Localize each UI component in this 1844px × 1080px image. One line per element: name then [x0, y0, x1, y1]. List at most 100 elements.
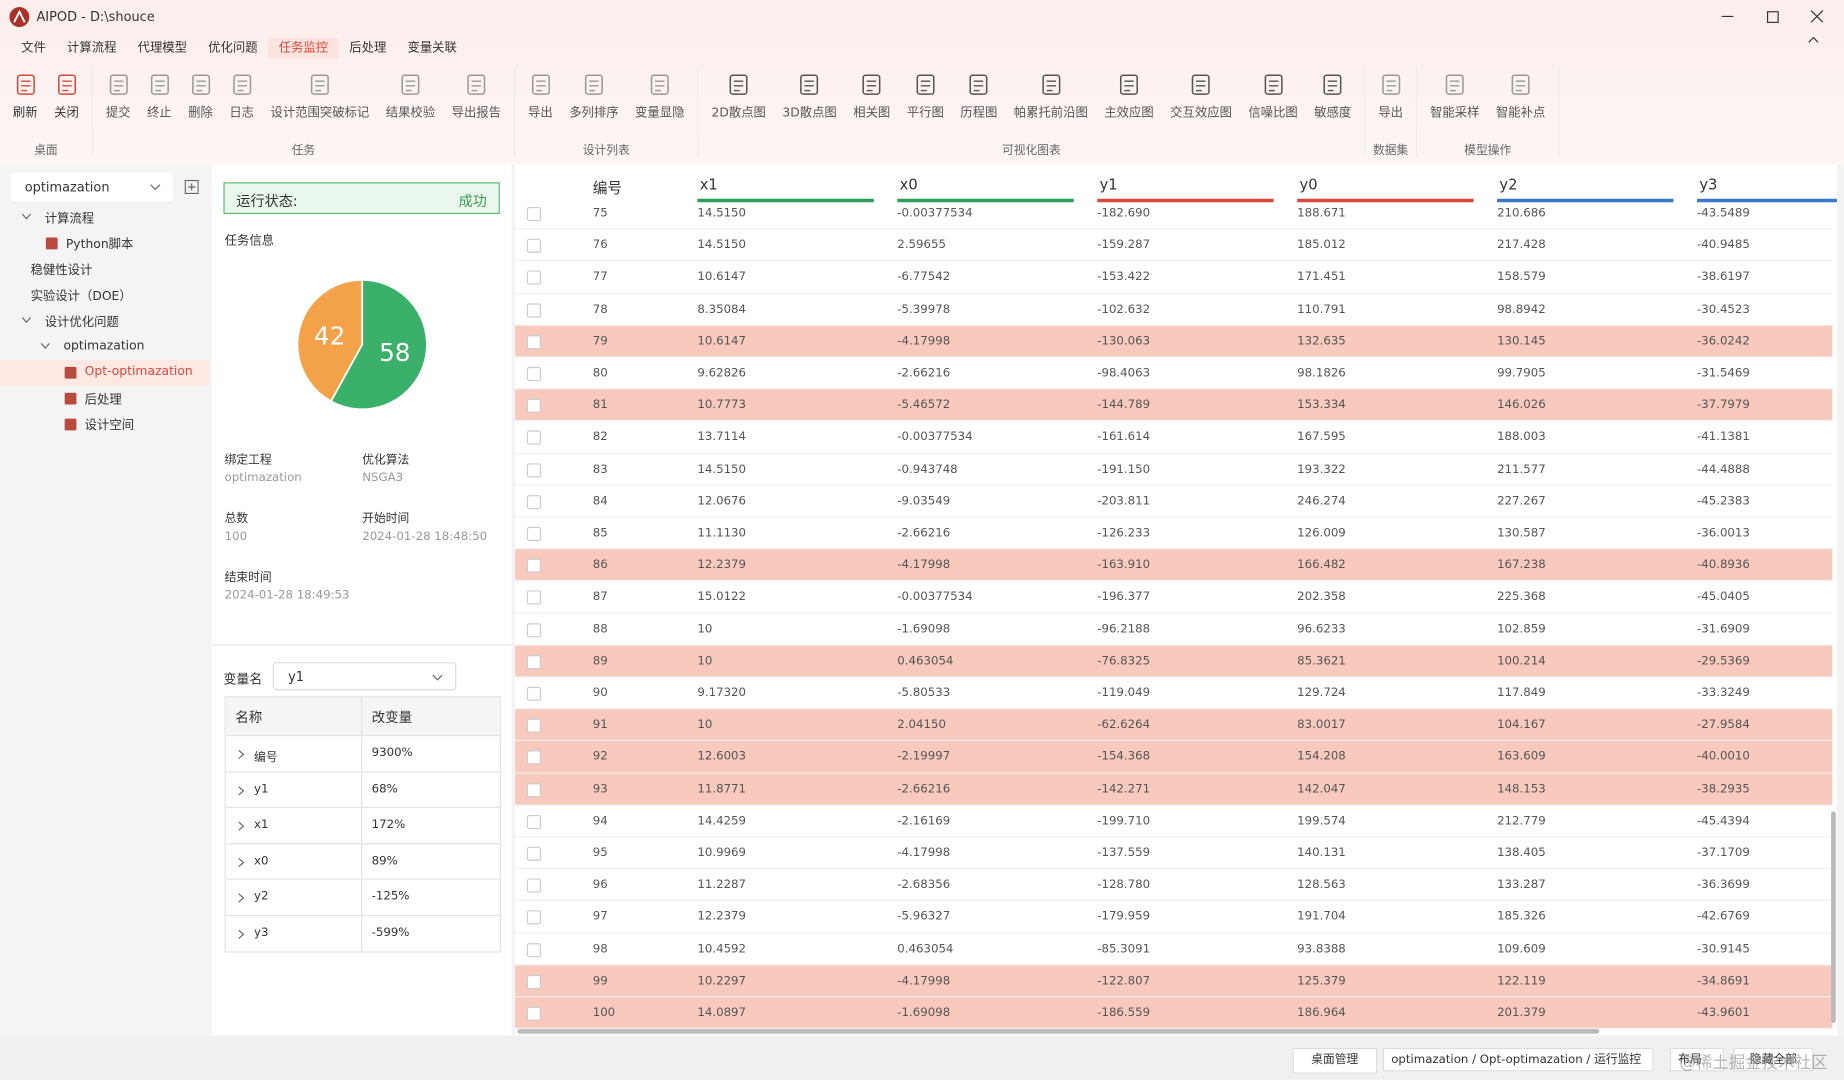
row-checkbox[interactable] [526, 654, 541, 669]
path-select[interactable]: optimazation / Opt-optimazation / 运行监控 [1382, 1047, 1654, 1072]
column-header[interactable]: x1 [699, 175, 718, 193]
table-row[interactable]: 77 10.6147 -6.77542 -153.422 171.451 158.579 -… [515, 262, 1833, 294]
variable-select[interactable]: y1 [272, 662, 457, 691]
column-header[interactable]: y3 [1699, 175, 1718, 193]
h-scrollbar[interactable] [517, 1029, 1600, 1034]
menu-item[interactable]: 优化问题 [208, 41, 258, 56]
tree-item[interactable]: optimazation [0, 334, 209, 360]
add-button[interactable] [184, 179, 199, 195]
table-row[interactable]: 93 11.8771 -2.66216 -142.271 142.047 148.153 -… [515, 773, 1833, 806]
tree-item[interactable]: Opt-optimazation [0, 359, 210, 386]
toolbar-button[interactable]: 帕累托前沿图 [1006, 73, 1097, 137]
table-row[interactable]: 87 15.0122 -0.00377534 -196.377 202.358 225.3… [515, 581, 1833, 614]
column-header[interactable]: x0 [899, 175, 918, 193]
menu-item[interactable]: 代理模型 [137, 41, 187, 56]
table-row[interactable]: 85 11.1130 -2.66216 -126.233 126.009 130.587 -… [515, 517, 1833, 550]
table-row[interactable]: 78 8.35084 -5.39978 -102.632 110.791 98.8942 -… [515, 294, 1833, 326]
window-controls[interactable] [1717, 7, 1835, 47]
row-checkbox[interactable] [526, 334, 541, 350]
table-row[interactable]: y2 -125% [225, 878, 500, 915]
row-checkbox[interactable] [526, 494, 541, 509]
table-row[interactable]: 81 10.7773 -5.46572 -144.789 153.334 146.026 -… [515, 389, 1833, 422]
toolbar-button[interactable]: 设计范围突破标记 [262, 73, 377, 137]
row-checkbox[interactable] [526, 750, 541, 765]
toolbar-button[interactable]: 导出 [520, 73, 561, 137]
row-checkbox[interactable] [526, 430, 541, 445]
menu-item[interactable]: 文件 [21, 41, 46, 56]
toolbar-button[interactable]: 变量显隐 [627, 73, 693, 137]
column-header[interactable]: y0 [1299, 175, 1318, 193]
table-row[interactable]: 96 11.2287 -2.68356 -128.780 128.563 133.287 -… [515, 869, 1833, 902]
table-row[interactable]: 91 10 2.04150 -62.6264 83.0017 104.167 -27.958… [515, 709, 1833, 742]
hide-button[interactable]: 隐藏全部 [1733, 1047, 1814, 1072]
tree-item[interactable]: 计算流程 [0, 205, 209, 231]
row-checkbox[interactable] [526, 302, 541, 318]
project-select[interactable]: optimazation [10, 172, 173, 202]
table-row[interactable]: x1 172% [225, 806, 500, 843]
table-row[interactable]: y3 -599% [225, 914, 500, 951]
toolbar-button[interactable]: 相关图 [845, 73, 899, 137]
table-row[interactable]: 76 14.5150 2.59655 -159.287 185.012 217.428 -4… [515, 230, 1833, 262]
toolbar-button[interactable]: 日志 [221, 73, 262, 137]
row-checkbox[interactable] [526, 910, 541, 925]
row-checkbox[interactable] [526, 622, 541, 637]
row-checkbox[interactable] [526, 270, 541, 286]
row-checkbox[interactable] [526, 558, 541, 573]
toolbar-button[interactable]: 信噪比图 [1240, 73, 1306, 137]
layout-button[interactable]: 布局 [1669, 1047, 1725, 1072]
toolbar-button[interactable]: 平行图 [899, 73, 953, 137]
toolbar-button[interactable]: 结果校验 [378, 73, 444, 137]
row-checkbox[interactable] [526, 942, 541, 957]
column-header[interactable]: y2 [1499, 175, 1518, 193]
table-row[interactable]: 编号 9300% [225, 735, 500, 771]
table-row[interactable]: 95 10.9969 -4.17998 -137.559 140.131 138.405 -… [515, 837, 1833, 870]
menu-item[interactable]: 计算流程 [67, 41, 117, 56]
row-checkbox[interactable] [526, 590, 541, 605]
table-row[interactable]: y1 68% [225, 770, 500, 807]
row-checkbox[interactable] [526, 718, 541, 733]
row-checkbox[interactable] [526, 366, 541, 382]
table-row[interactable]: 89 10 0.463054 -76.8325 85.3621 100.214 -29.53… [515, 645, 1833, 678]
column-header[interactable]: 编号 [592, 178, 623, 197]
row-checkbox[interactable] [526, 846, 541, 861]
toolbar-button[interactable]: 刷新 [5, 73, 46, 137]
row-checkbox[interactable] [526, 974, 541, 989]
row-checkbox[interactable] [526, 1006, 541, 1021]
row-checkbox[interactable] [526, 686, 541, 701]
table-row[interactable]: 79 10.6147 -4.17998 -130.063 132.635 130.145 -… [515, 325, 1833, 358]
table-row[interactable]: 88 10 -1.69098 -96.2188 96.6233 102.859 -31.69… [515, 613, 1833, 646]
table-row[interactable]: 80 9.62826 -2.66216 -98.4063 98.1826 99.7905 -… [515, 358, 1833, 390]
toolbar-button[interactable]: 删除 [180, 73, 221, 137]
table-row[interactable]: 99 10.2297 -4.17998 -122.807 125.379 122.119 -… [515, 965, 1833, 998]
row-checkbox[interactable] [526, 814, 541, 829]
table-row[interactable]: 86 12.2379 -4.17998 -163.910 166.482 167.238 -… [515, 549, 1833, 582]
toolbar-button[interactable]: 导出报告 [443, 73, 509, 137]
table-row[interactable]: 92 12.6003 -2.19997 -154.368 154.208 163.609 -… [515, 741, 1833, 774]
tree-item[interactable]: 稳健性设计 [0, 256, 209, 282]
scrollbar[interactable] [1831, 811, 1836, 1024]
desk-button[interactable]: 桌面管理 [1292, 1047, 1378, 1074]
row-checkbox[interactable] [526, 878, 541, 893]
toolbar-button[interactable]: 主效应图 [1096, 73, 1162, 137]
menu-item[interactable]: 任务监控 [268, 37, 339, 59]
table-row[interactable]: 75 14.5150 -0.00377534 -182.690 188.671 210.6… [515, 198, 1833, 230]
row-checkbox[interactable] [526, 782, 541, 797]
menu-item[interactable]: 变量关联 [407, 41, 457, 56]
table-row[interactable]: 97 12.2379 -5.96327 -179.959 191.704 185.326 -… [515, 901, 1833, 934]
table-row[interactable]: 90 9.17320 -5.80533 -119.049 129.724 117.849 -… [515, 677, 1833, 710]
menu-item[interactable]: 后处理 [349, 41, 387, 56]
tree-item[interactable]: 设计优化问题 [0, 308, 209, 334]
tree-item[interactable]: Python脚本 [0, 230, 209, 256]
toolbar-button[interactable]: 智能补点 [1488, 73, 1554, 137]
tree-item[interactable]: 实验设计（DOE） [0, 282, 209, 308]
row-checkbox[interactable] [526, 206, 541, 222]
toolbar-button[interactable]: 关闭 [46, 73, 87, 137]
table-row[interactable]: 94 14.4259 -2.16169 -199.710 199.574 212.779 -… [515, 805, 1833, 838]
table-row[interactable]: x0 89% [225, 842, 500, 879]
table-row[interactable]: 84 12.0676 -9.03549 -203.811 246.274 227.267 -… [515, 485, 1833, 518]
table-row[interactable]: 83 14.5150 -0.943748 -191.150 193.322 211.577… [515, 453, 1833, 486]
toolbar-button[interactable]: 提交 [98, 73, 139, 137]
row-checkbox[interactable] [526, 526, 541, 541]
table-row[interactable]: 98 10.4592 0.463054 -85.3091 93.8388 109.609 -… [515, 933, 1833, 966]
toolbar-button[interactable]: 3D散点图 [774, 73, 845, 137]
